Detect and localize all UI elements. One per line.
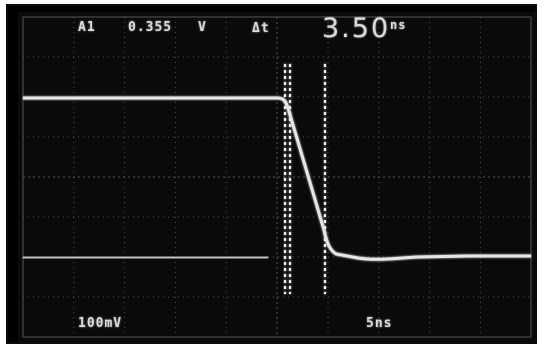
oscilloscope-screen: A1 0.355 V Δt 3.50 ns 100mV 5ns (18, 12, 536, 342)
oscilloscope-frame: A1 0.355 V Δt 3.50 ns 100mV 5ns (6, 4, 537, 344)
volts-per-div-readout: 100mV (78, 316, 123, 331)
channel-label: A1 (78, 20, 96, 35)
delta-t-unit: ns (390, 18, 407, 32)
graticule-and-trace (22, 16, 532, 338)
time-per-div-readout: 5ns (366, 316, 393, 331)
voltage-unit: V (198, 20, 207, 35)
cursor-markers (284, 64, 326, 294)
graticule-grid (22, 16, 532, 338)
baseline-trace (22, 255, 269, 260)
delta-t-icon: Δt (252, 21, 270, 36)
waveform-trace (23, 96, 531, 261)
voltage-readout: 0.355 (128, 20, 173, 35)
delta-t-readout: 3.50 (322, 13, 391, 44)
